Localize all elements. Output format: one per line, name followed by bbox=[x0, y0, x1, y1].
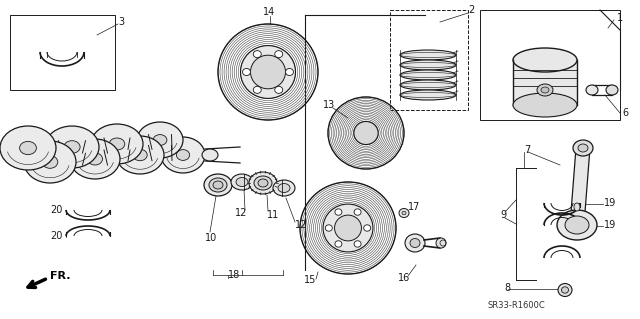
Bar bbox=[390, 10, 468, 110]
Ellipse shape bbox=[209, 178, 227, 192]
Ellipse shape bbox=[400, 70, 456, 80]
Ellipse shape bbox=[70, 139, 120, 179]
Ellipse shape bbox=[153, 135, 167, 145]
Ellipse shape bbox=[400, 50, 456, 60]
Ellipse shape bbox=[273, 180, 295, 196]
Text: 20: 20 bbox=[50, 205, 62, 215]
Ellipse shape bbox=[64, 141, 80, 153]
Ellipse shape bbox=[578, 144, 588, 152]
Text: 17: 17 bbox=[408, 202, 420, 212]
Ellipse shape bbox=[137, 122, 183, 158]
Ellipse shape bbox=[436, 238, 446, 248]
Ellipse shape bbox=[91, 124, 143, 164]
Ellipse shape bbox=[109, 138, 125, 150]
Ellipse shape bbox=[335, 209, 342, 215]
Ellipse shape bbox=[254, 176, 272, 190]
Text: 12: 12 bbox=[235, 208, 248, 218]
Ellipse shape bbox=[204, 174, 232, 196]
Ellipse shape bbox=[20, 141, 36, 155]
Text: 19: 19 bbox=[604, 220, 616, 230]
Text: 13: 13 bbox=[323, 100, 335, 110]
Ellipse shape bbox=[606, 85, 618, 95]
Ellipse shape bbox=[399, 209, 409, 218]
Ellipse shape bbox=[253, 51, 261, 58]
Ellipse shape bbox=[285, 69, 294, 76]
Text: SR33-R1600C: SR33-R1600C bbox=[488, 300, 546, 309]
Ellipse shape bbox=[177, 150, 189, 160]
Text: 12: 12 bbox=[295, 220, 307, 230]
Ellipse shape bbox=[275, 86, 283, 93]
Ellipse shape bbox=[557, 210, 597, 240]
Ellipse shape bbox=[253, 86, 261, 93]
Ellipse shape bbox=[249, 172, 277, 194]
Ellipse shape bbox=[354, 122, 378, 145]
Text: 6: 6 bbox=[622, 108, 628, 118]
Ellipse shape bbox=[335, 215, 362, 241]
Ellipse shape bbox=[258, 179, 268, 187]
Ellipse shape bbox=[116, 136, 164, 174]
Ellipse shape bbox=[275, 51, 283, 58]
Polygon shape bbox=[570, 148, 590, 225]
Ellipse shape bbox=[231, 174, 253, 190]
Ellipse shape bbox=[88, 153, 102, 165]
Ellipse shape bbox=[0, 126, 56, 170]
Ellipse shape bbox=[133, 149, 147, 161]
Text: FR.: FR. bbox=[50, 271, 70, 281]
Ellipse shape bbox=[541, 87, 549, 93]
Ellipse shape bbox=[513, 48, 577, 72]
Ellipse shape bbox=[24, 141, 76, 183]
Text: 9: 9 bbox=[500, 210, 506, 220]
Text: 14: 14 bbox=[263, 7, 275, 17]
Ellipse shape bbox=[561, 287, 568, 293]
Text: 16: 16 bbox=[398, 273, 410, 283]
Ellipse shape bbox=[574, 203, 580, 211]
Ellipse shape bbox=[335, 241, 342, 247]
Text: 7: 7 bbox=[524, 145, 531, 155]
Ellipse shape bbox=[213, 181, 223, 189]
Ellipse shape bbox=[278, 183, 290, 192]
Ellipse shape bbox=[202, 149, 218, 161]
Ellipse shape bbox=[354, 209, 361, 215]
Ellipse shape bbox=[241, 46, 296, 98]
Text: 2: 2 bbox=[468, 5, 474, 15]
Ellipse shape bbox=[354, 241, 361, 247]
Ellipse shape bbox=[42, 156, 58, 168]
Ellipse shape bbox=[45, 126, 99, 168]
Ellipse shape bbox=[558, 284, 572, 296]
Text: 11: 11 bbox=[267, 210, 279, 220]
Ellipse shape bbox=[405, 234, 425, 252]
Ellipse shape bbox=[400, 80, 456, 90]
Ellipse shape bbox=[513, 93, 577, 117]
Ellipse shape bbox=[402, 211, 406, 215]
Ellipse shape bbox=[410, 239, 420, 248]
Polygon shape bbox=[513, 60, 577, 105]
Ellipse shape bbox=[325, 225, 332, 231]
Ellipse shape bbox=[586, 85, 598, 95]
Ellipse shape bbox=[565, 216, 589, 234]
Text: 20: 20 bbox=[50, 231, 62, 241]
Ellipse shape bbox=[323, 204, 373, 252]
Ellipse shape bbox=[236, 177, 248, 187]
Ellipse shape bbox=[573, 140, 593, 156]
Ellipse shape bbox=[250, 55, 285, 89]
Bar bbox=[10, 15, 115, 90]
Text: 10: 10 bbox=[205, 233, 217, 243]
Ellipse shape bbox=[243, 69, 250, 76]
Text: 18: 18 bbox=[228, 270, 240, 280]
Text: 1: 1 bbox=[617, 13, 623, 23]
Ellipse shape bbox=[537, 84, 553, 96]
Ellipse shape bbox=[400, 90, 456, 100]
Text: 3: 3 bbox=[118, 17, 124, 27]
Text: 19: 19 bbox=[604, 198, 616, 208]
Ellipse shape bbox=[161, 137, 205, 173]
Ellipse shape bbox=[400, 60, 456, 70]
Text: 8: 8 bbox=[504, 283, 510, 293]
Ellipse shape bbox=[364, 225, 371, 231]
Text: 15: 15 bbox=[304, 275, 316, 285]
Bar bbox=[480, 10, 620, 120]
